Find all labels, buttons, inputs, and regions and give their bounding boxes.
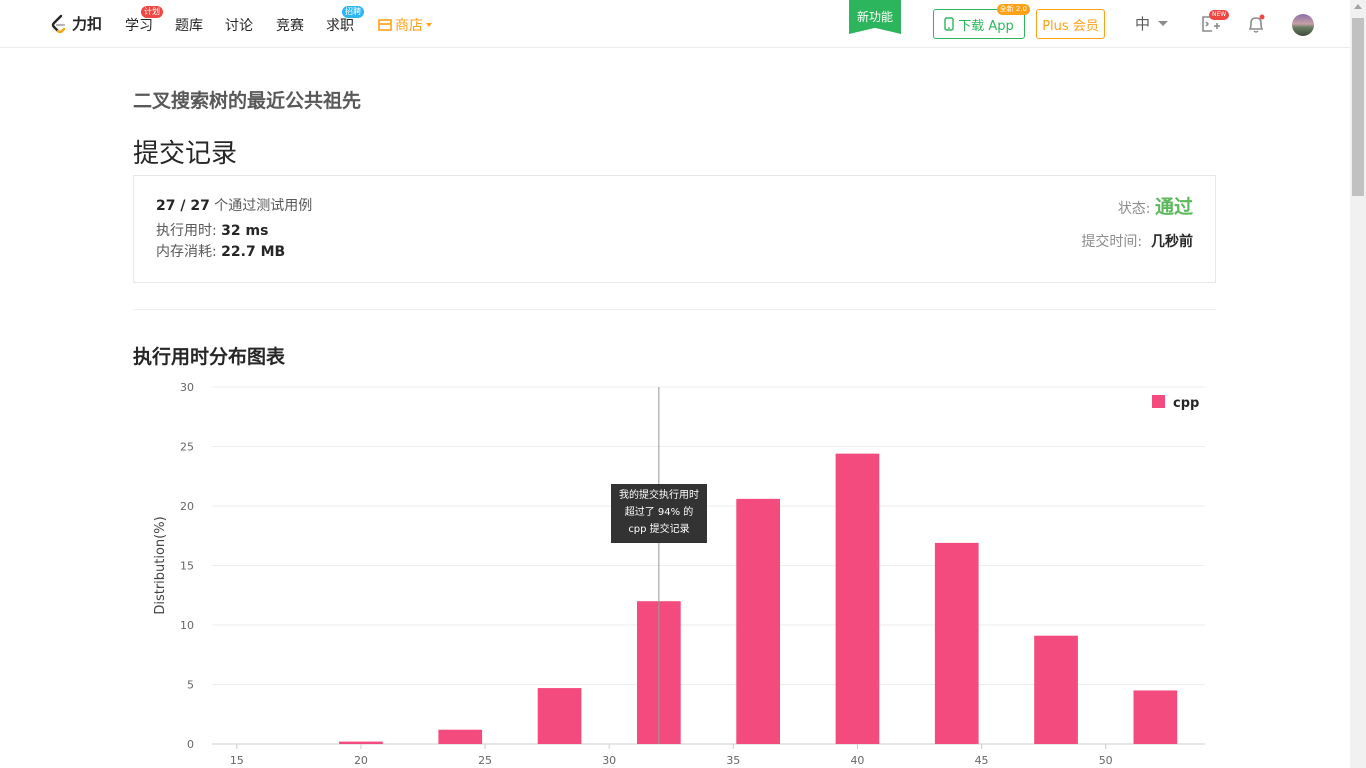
y-tick-label: 10 [180, 619, 194, 632]
tooltip-line: cpp 提交记录 [611, 521, 707, 538]
hiring-badge: 招聘 [342, 6, 364, 18]
download-label: 下载 App [958, 15, 1014, 34]
runtime-line: 执行用时: 32 ms [156, 220, 268, 240]
scroll-thumb[interactable] [1352, 18, 1364, 196]
top-navbar: 力扣 学习 计划 题库 讨论 竞赛 求职 招聘 商店 新功能 下载 App 全新… [0, 0, 1350, 48]
download-badge: 全新 2.0 [997, 4, 1030, 15]
x-tick-label: 25 [478, 754, 492, 767]
logo-text: 力扣 [72, 13, 102, 34]
tooltip-line: 我的提交执行用时 [611, 487, 707, 504]
nav-item-shop[interactable]: 商店 [378, 15, 432, 35]
x-tick-label: 45 [975, 754, 989, 767]
submit-time-value: 几秒前 [1151, 234, 1193, 250]
submit-time-line: 提交时间: 几秒前 [1081, 231, 1193, 251]
chevron-down-icon [426, 23, 432, 27]
y-tick-label: 0 [187, 738, 194, 751]
plus-member-button[interactable]: Plus 会员 [1036, 9, 1105, 39]
nav-item-label: 讨论 [225, 18, 253, 34]
x-tick-label: 50 [1099, 754, 1113, 767]
cases-text: 个通过测试用例 [214, 198, 312, 214]
nav-item-jobs[interactable]: 求职 招聘 [326, 15, 354, 35]
memory-value: 22.7 MB [221, 244, 285, 260]
logo[interactable]: 力扣 [50, 13, 102, 34]
x-tick-label: 35 [726, 754, 740, 767]
shop-label: 商店 [395, 15, 423, 35]
cases-passed: 27 / 27 [156, 198, 210, 214]
chevron-down-icon [1158, 21, 1168, 26]
new-feature-label: 新功能 [857, 10, 893, 24]
nav-item-discuss[interactable]: 讨论 [225, 15, 253, 35]
test-cases-line: 27 / 27 个通过测试用例 [156, 195, 312, 215]
new-badge: NEW [1209, 10, 1229, 20]
chart-title: 执行用时分布图表 [133, 342, 285, 369]
memory-label: 内存消耗: [156, 244, 217, 260]
y-tick-label: 15 [180, 560, 194, 573]
y-tick-label: 25 [180, 441, 194, 454]
leetcode-logo-icon [50, 14, 68, 34]
memory-line: 内存消耗: 22.7 MB [156, 241, 285, 261]
plus-label: Plus 会员 [1042, 15, 1099, 34]
language-label: 中 [1135, 13, 1150, 34]
problem-title[interactable]: 二叉搜索树的最近公共祖先 [133, 86, 361, 113]
language-switch[interactable]: 中 [1135, 13, 1168, 34]
bar [736, 499, 780, 744]
shop-icon [378, 19, 392, 31]
plan-badge: 计划 [141, 6, 163, 18]
x-tick-label: 20 [354, 754, 368, 767]
x-tick-label: 40 [850, 754, 864, 767]
status-value: 通过 [1155, 192, 1193, 219]
x-tick-label: 15 [230, 754, 244, 767]
nav-item-study[interactable]: 学习 计划 [125, 15, 153, 35]
new-feature-ribbon[interactable]: 新功能 [849, 0, 901, 34]
nav-item-contest[interactable]: 竞赛 [276, 15, 304, 35]
y-tick-label: 5 [187, 679, 194, 692]
divider [133, 309, 1216, 310]
bar [438, 730, 482, 744]
y-axis-label: Distribution(%) [153, 516, 168, 614]
legend-swatch [1152, 395, 1165, 408]
runtime-distribution-chart: 0 5 10 15 20 25 30 15 20 25 30 35 40 45 50 Distribution… [133, 370, 1216, 768]
bar [1034, 636, 1078, 744]
bar [1134, 690, 1178, 744]
avatar[interactable] [1292, 14, 1314, 36]
runtime-value: 32 ms [221, 223, 268, 239]
status-label: 状态: [1118, 198, 1151, 218]
nav-item-label: 题库 [175, 18, 203, 34]
submit-time-label: 提交时间: [1081, 234, 1142, 250]
runtime-label: 执行用时: [156, 223, 217, 239]
status-line: 状态: 通过 [1118, 192, 1193, 219]
nav-item-label: 竞赛 [276, 18, 304, 34]
nav-item-label: 学习 [125, 18, 153, 34]
download-app-button[interactable]: 下载 App 全新 2.0 [933, 9, 1025, 39]
y-tick-label: 30 [180, 381, 194, 394]
chart-tooltip: 我的提交执行用时 超过了 94% 的 cpp 提交记录 [611, 484, 707, 543]
bar [339, 742, 383, 744]
scroll-up-arrow-icon[interactable] [1354, 4, 1362, 9]
page-heading: 提交记录 [133, 133, 237, 170]
phone-icon [944, 17, 954, 31]
legend-label: cpp [1173, 396, 1199, 411]
x-tick-label: 30 [602, 754, 616, 767]
bar [836, 454, 880, 744]
bar [935, 543, 979, 744]
bell-icon[interactable] [1245, 13, 1267, 35]
bar [538, 688, 582, 744]
nav-item-problems[interactable]: 题库 [175, 15, 203, 35]
nav-item-label: 求职 [326, 18, 354, 34]
y-tick-label: 20 [180, 500, 194, 513]
submission-summary: 27 / 27 个通过测试用例 执行用时: 32 ms 内存消耗: 22.7 M… [133, 175, 1216, 283]
tooltip-line: 超过了 94% 的 [611, 504, 707, 521]
